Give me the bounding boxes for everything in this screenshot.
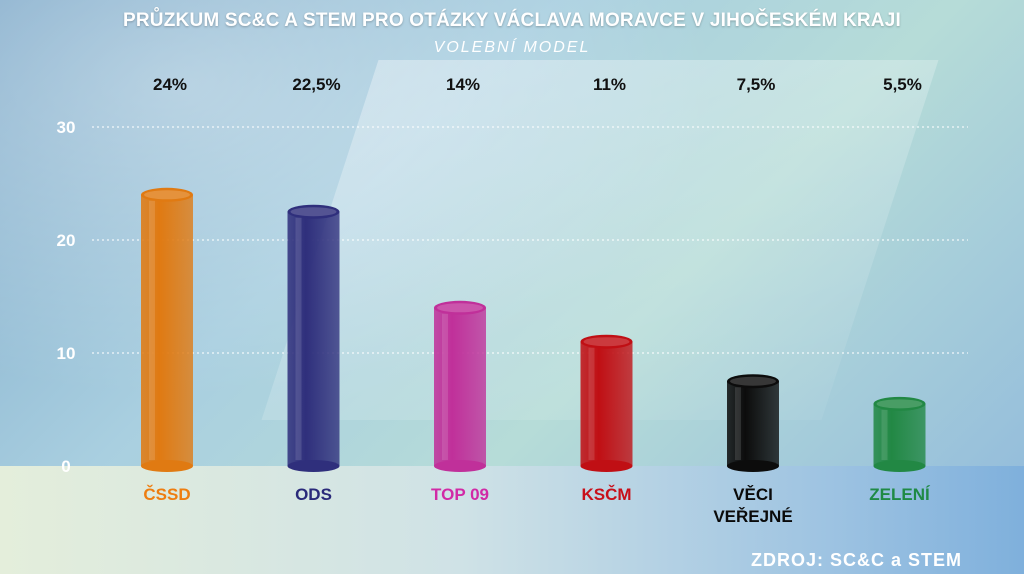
bar-5 (873, 396, 926, 472)
category-label: VĚCI VEŘEJNÉ (713, 485, 792, 526)
gridlines (92, 126, 968, 354)
value-label: 24% (153, 75, 187, 94)
bar-4 (727, 374, 779, 472)
bar-1 (287, 204, 340, 472)
value-label: 11% (593, 75, 626, 94)
value-label: 14% (446, 75, 480, 94)
y-axis: 0 10 20 30 (57, 118, 76, 476)
y-tick-label: 30 (57, 118, 76, 137)
category-label: KSČM (581, 485, 631, 504)
category-label: ODS (295, 485, 332, 504)
value-label: 5,5% (883, 75, 922, 94)
bar-2 (434, 300, 486, 472)
y-tick-label: 0 (61, 457, 70, 476)
value-labels: 24% 22,5% 14% 11% 7,5% 5,5% (153, 75, 922, 94)
value-label: 7,5% (737, 75, 776, 94)
bar-3 (580, 334, 633, 472)
y-tick-label: 20 (57, 231, 76, 250)
y-tick-label: 10 (57, 344, 76, 363)
bar-0 (141, 187, 193, 472)
chart-subtitle: VOLEBNÍ MODEL (433, 39, 591, 56)
category-label: TOP 09 (431, 485, 489, 504)
category-label: ČSSD (143, 485, 190, 504)
category-label: ZELENÍ (869, 485, 931, 504)
chart-title: PRŮZKUM SC&C A STEM PRO OTÁZKY VÁCLAVA M… (123, 10, 901, 31)
category-labels: ČSSD ODS TOP 09 KSČM VĚCI VEŘEJNÉ ZELENÍ (143, 485, 931, 526)
bars (141, 187, 926, 472)
value-label: 22,5% (292, 75, 340, 94)
background-floor (0, 466, 1024, 574)
source-note: ZDROJ: SC&C a STEM (750, 550, 962, 570)
